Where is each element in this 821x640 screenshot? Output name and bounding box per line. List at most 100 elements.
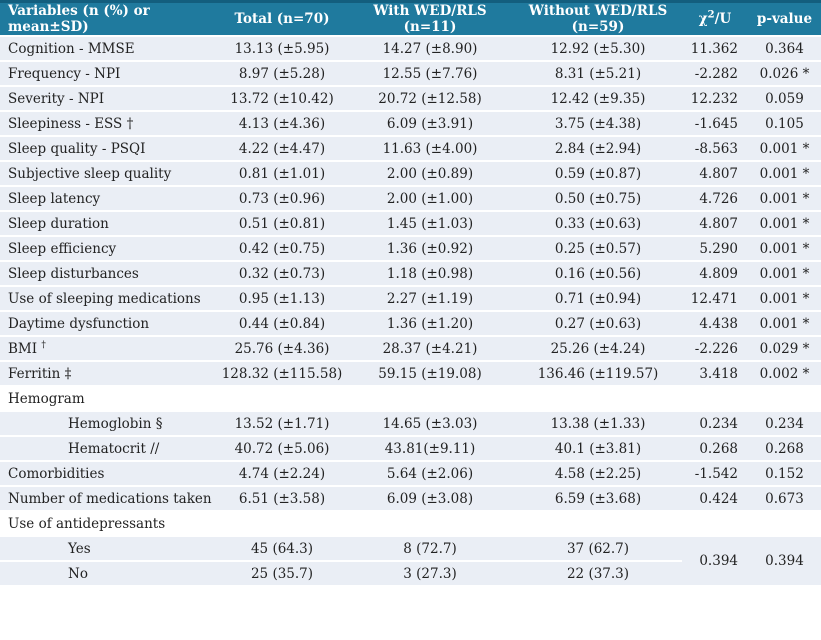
table-row: Frequency - NPI 8.97 (±5.28) 12.55 (±7.76)… [0, 62, 821, 85]
with-wedrls-cell: 2.00 (±0.89) [346, 162, 514, 185]
variable-label: Sleep duration [0, 212, 218, 235]
pvalue-cell: 0.105 [748, 112, 821, 135]
table-row: No 25 (35.7) 3 (27.3) 22 (37.3) [0, 562, 821, 585]
chi-squared-cell: 11.362 [682, 37, 748, 60]
table-row: Hematocrit //40.72 (±5.06) 43.81(±9.11) 40… [0, 437, 821, 460]
chi-rest: /U [714, 11, 732, 27]
pvalue-cell-merged: 0.394 [748, 537, 821, 585]
variable-label: Severity - NPI [0, 87, 218, 110]
with-wedrls-cell: 1.36 (±1.20) [346, 312, 514, 335]
variable-label: Yes [0, 537, 218, 560]
table-row: Sleep latency 0.73 (±0.96) 2.00 (±1.00) 0.5… [0, 187, 821, 210]
pvalue-cell: 0.001 * [748, 312, 821, 335]
chi-squared-cell: -2.282 [682, 62, 748, 85]
total-cell: 6.51 (±3.58) [218, 487, 346, 510]
variable-label: Sleepiness - ESS † [0, 112, 218, 135]
without-wedrls-cell: 6.59 (±3.68) [514, 487, 682, 510]
chi-squared-cell: -2.226 [682, 337, 748, 360]
chi-squared-cell: 0.234 [682, 412, 748, 435]
col-header-total: Total (n=70) [218, 0, 346, 35]
without-wedrls-cell: 0.50 (±0.75) [514, 187, 682, 210]
pvalue-cell: 0.673 [748, 487, 821, 510]
without-wedrls-cell: 0.27 (±0.63) [514, 312, 682, 335]
variable-label: Sleep disturbances [0, 262, 218, 285]
total-cell: 13.13 (±5.95) [218, 37, 346, 60]
pvalue-cell: 0.001 * [748, 137, 821, 160]
variable-label: Hemoglobin § [0, 412, 218, 435]
total-cell: 0.44 (±0.84) [218, 312, 346, 335]
col-header-with-wedrls: With WED/RLS (n=11) [346, 0, 514, 35]
table-body: Cognition - MMSE 13.13 (±5.95) 14.27 (±8.9… [0, 37, 821, 585]
without-wedrls-cell: 0.16 (±0.56) [514, 262, 682, 285]
without-wedrls-cell: 12.42 (±9.35) [514, 87, 682, 110]
without-wedrls-cell: 0.25 (±0.57) [514, 237, 682, 260]
chi-squared-cell: 3.418 [682, 362, 748, 385]
table-row: Sleep duration 0.51 (±0.81) 1.45 (±1.03) 0.… [0, 212, 821, 235]
total-cell: 128.32 (±115.58) [218, 362, 346, 385]
with-wedrls-cell: 59.15 (±19.08) [346, 362, 514, 385]
total-cell: 4.13 (±4.36) [218, 112, 346, 135]
pvalue-cell: 0.001 * [748, 212, 821, 235]
pvalue-cell: 0.268 [748, 437, 821, 460]
chi-squared-cell: -1.542 [682, 462, 748, 485]
with-wedrls-cell: 14.65 (±3.03) [346, 412, 514, 435]
section-label: Hemogram [0, 387, 821, 410]
total-cell: 0.95 (±1.13) [218, 287, 346, 310]
with-wedrls-cell: 2.27 (±1.19) [346, 287, 514, 310]
with-wedrls-cell: 11.63 (±4.00) [346, 137, 514, 160]
with-wedrls-cell: 6.09 (±3.08) [346, 487, 514, 510]
chi-squared-cell: 0.424 [682, 487, 748, 510]
with-wedrls-cell: 14.27 (±8.90) [346, 37, 514, 60]
without-wedrls-cell: 12.92 (±5.30) [514, 37, 682, 60]
pvalue-cell: 0.364 [748, 37, 821, 60]
table-row: Severity - NPI 13.72 (±10.42) 20.72 (±12.5… [0, 87, 821, 110]
without-wedrls-cell: 37 (62.7) [514, 537, 682, 560]
variable-label: Frequency - NPI [0, 62, 218, 85]
section-row: Hemogram [0, 387, 821, 410]
with-wedrls-cell: 8 (72.7) [346, 537, 514, 560]
without-wedrls-cell: 2.84 (±2.94) [514, 137, 682, 160]
total-cell: 0.81 (±1.01) [218, 162, 346, 185]
with-wedrls-cell: 43.81(±9.11) [346, 437, 514, 460]
chi-squared-cell: 4.438 [682, 312, 748, 335]
without-wedrls-cell: 4.58 (±2.25) [514, 462, 682, 485]
table-row: Sleep efficiency 0.42 (±0.75) 1.36 (±0.92)… [0, 237, 821, 260]
col-header-without-wedrls: Without WED/RLS (n=59) [514, 0, 682, 35]
total-cell: 8.97 (±5.28) [218, 62, 346, 85]
section-label: Use of antidepressants [0, 512, 821, 535]
variable-label: Sleep latency [0, 187, 218, 210]
total-cell: 0.42 (±0.75) [218, 237, 346, 260]
col-header-chi-squared-u: χ2/U [682, 0, 748, 35]
total-cell: 0.73 (±0.96) [218, 187, 346, 210]
table-row: Hemoglobin § 13.52 (±1.71) 14.65 (±3.03) 13… [0, 412, 821, 435]
variable-label: Ferritin ‡ [0, 362, 218, 385]
without-wedrls-cell: 25.26 (±4.24) [514, 337, 682, 360]
header-row: Variables (n (%) or mean±SD) Total (n=70… [0, 0, 821, 35]
pvalue-cell: 0.029 * [748, 337, 821, 360]
without-wedrls-cell: 0.33 (±0.63) [514, 212, 682, 235]
variable-label: Subjective sleep quality [0, 162, 218, 185]
with-wedrls-cell: 2.00 (±1.00) [346, 187, 514, 210]
chi-squared-cell-merged: 0.394 [682, 537, 748, 585]
col-header-variables: Variables (n (%) or mean±SD) [0, 0, 218, 35]
total-cell: 25 (35.7) [218, 562, 346, 585]
chi-symbol: χ [698, 11, 708, 27]
chi-squared-cell: 4.726 [682, 187, 748, 210]
with-wedrls-cell: 12.55 (±7.76) [346, 62, 514, 85]
variable-label: Comorbidities [0, 462, 218, 485]
table-row: Sleep disturbances 0.32 (±0.73) 1.18 (±0.9… [0, 262, 821, 285]
total-cell: 45 (64.3) [218, 537, 346, 560]
total-cell: 13.72 (±10.42) [218, 87, 346, 110]
variable-label: Daytime dysfunction [0, 312, 218, 335]
total-cell: 0.51 (±0.81) [218, 212, 346, 235]
col-header-pvalue: p-value [748, 0, 821, 35]
total-cell: 40.72 (±5.06) [218, 437, 346, 460]
variable-label: Cognition - MMSE [0, 37, 218, 60]
without-wedrls-cell: 8.31 (±5.21) [514, 62, 682, 85]
without-wedrls-cell: 13.38 (±1.33) [514, 412, 682, 435]
table-row: Use of sleeping medications 0.95 (±1.13) 2… [0, 287, 821, 310]
pvalue-cell: 0.152 [748, 462, 821, 485]
variable-label: Use of sleeping medications [0, 287, 218, 310]
with-wedrls-cell: 3 (27.3) [346, 562, 514, 585]
variable-label: Hematocrit // [0, 437, 218, 460]
